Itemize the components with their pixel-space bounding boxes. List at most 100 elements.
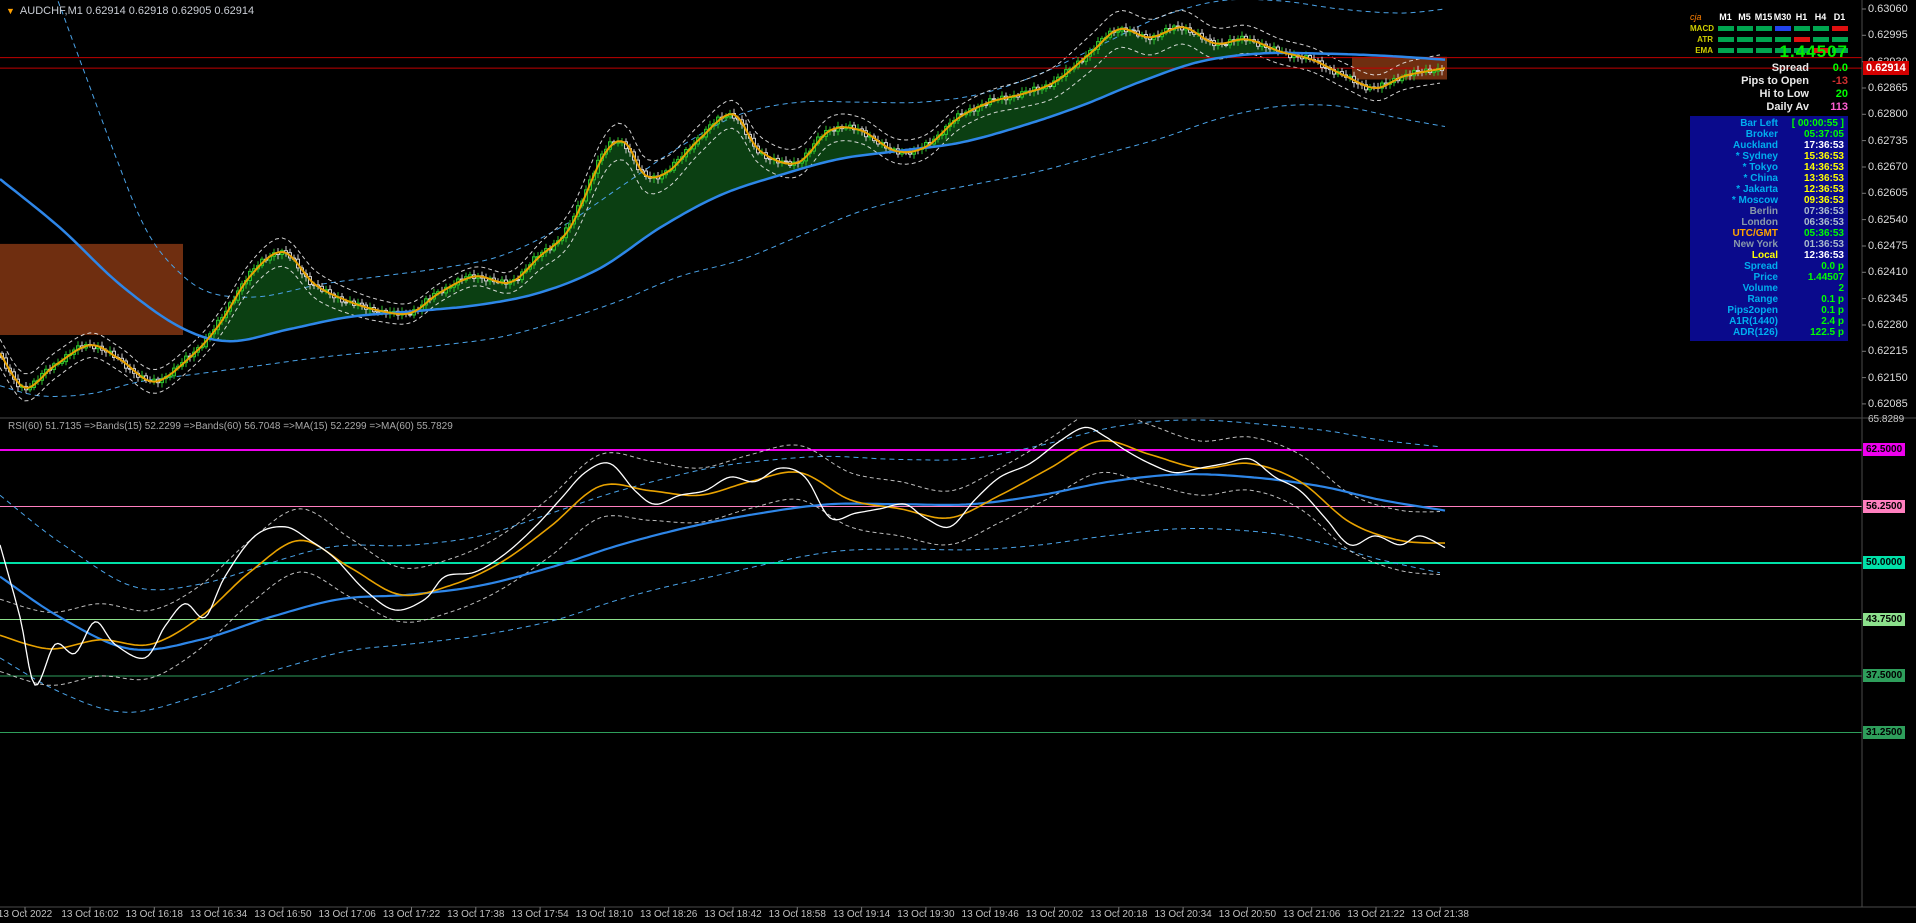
rsi-level-tag: 62.5000 [1863, 443, 1906, 456]
ma-cloud-fill [416, 114, 896, 312]
indicator-status-cell [1717, 26, 1734, 31]
clock-row-value: 01:36:53 [1803, 239, 1844, 250]
price-axis-label: 0.62995 [1868, 29, 1908, 42]
rsi-level-tag: 37.5000 [1863, 669, 1906, 682]
quote-row: Pips to Open -13 [1640, 74, 1848, 87]
rsi-ma15-line [0, 439, 1446, 650]
indicator-status-cell [1736, 37, 1753, 42]
quote-stats-panel: Spread 0.0 Pips to Open -13 Hi to Low 20 Daily… [1640, 61, 1848, 113]
indicator-status-cell [1831, 26, 1848, 31]
price-axis-label: 0.62670 [1868, 161, 1908, 173]
clock-row: Volume 2 [1692, 283, 1844, 294]
clock-row-label: Volume [1742, 283, 1778, 294]
rsi-level-tag: 31.2500 [1863, 726, 1906, 739]
clock-row-value: 12:36:53 [1803, 250, 1844, 261]
clock-row-label: * Jakarta [1736, 184, 1778, 195]
bollinger15-lower-band [0, 43, 1441, 402]
clock-row-label: Spread [1744, 261, 1778, 272]
timeframe-button-m5[interactable]: M5 [1738, 12, 1751, 22]
indicator-status-cell [1812, 48, 1829, 53]
timeframe-button-h1[interactable]: H1 [1795, 12, 1808, 22]
price-axis-label: 0.62345 [1868, 292, 1908, 305]
indicator-status-cell [1793, 48, 1810, 53]
clock-row: Range 0.1 p [1692, 294, 1844, 305]
slow-ma-line [0, 51, 1446, 343]
quote-row-label: Spread [1771, 61, 1809, 74]
clock-row: London 06:36:53 [1692, 217, 1844, 228]
price-axis-label: 0.62865 [1868, 82, 1908, 94]
time-axis-label: 13 Oct 21:06 [1283, 909, 1341, 920]
clock-row-value: 2 [1838, 283, 1844, 294]
clock-row: Price 1.44507 [1692, 272, 1844, 283]
tf-row-label-atr: ATR [1697, 35, 1713, 44]
clock-row-label: * Tokyo [1742, 162, 1778, 173]
clock-row: A1R(1440) 2.4 p [1692, 316, 1844, 327]
clock-row-label: Broker [1745, 129, 1778, 140]
timeframe-button-m1[interactable]: M1 [1719, 12, 1732, 22]
symbol-marker-icon: ▼ [6, 6, 15, 16]
rsi-indicator-label: RSI(60) 51.7135 =>Bands(15) 52.2299 =>Ba… [8, 421, 453, 432]
clock-row: Berlin 07:36:53 [1692, 206, 1844, 217]
time-axis-label: 13 Oct 16:18 [125, 909, 183, 920]
clock-row-value: 1.44507 [1807, 272, 1844, 283]
clock-row-value: 0.0 p [1821, 261, 1844, 272]
big-price-readout: 1.44507 [1779, 42, 1848, 61]
timeframe-button-m30[interactable]: M30 [1773, 12, 1792, 22]
clock-row-label: Auckland [1732, 140, 1778, 151]
tf-brand-label: cja [1690, 12, 1702, 22]
clock-row: ADR(126) 122.5 p [1692, 327, 1844, 338]
clock-row: * China 13:36:53 [1692, 173, 1844, 184]
clock-row: Pips2open 0.1 p [1692, 305, 1844, 316]
rsi-level-tag: 50.0000 [1863, 556, 1906, 569]
indicator-status-cell [1793, 26, 1810, 31]
time-axis-label: 13 Oct 19:46 [961, 909, 1019, 920]
quote-row: Spread 0.0 [1640, 61, 1848, 74]
clock-row-label: ADR(126) [1732, 327, 1778, 338]
indicator-status-cell [1812, 26, 1829, 31]
price-axis-label: 0.62605 [1868, 187, 1908, 200]
quote-row: Daily Av 113 [1640, 100, 1848, 113]
rsi-bands60-lower [0, 528, 1441, 713]
tf-row-label-macd: MACD [1690, 24, 1714, 33]
quote-row-value: 0.0 [1832, 61, 1848, 74]
clock-row-value: 06:36:53 [1803, 217, 1844, 228]
time-axis-label: 13 Oct 17:38 [447, 909, 505, 920]
clock-row-label: * Sydney [1735, 151, 1778, 162]
quote-row-value: 113 [1830, 100, 1848, 113]
time-axis-label: 13 Oct 2022 [0, 909, 53, 920]
clock-row-label: New York [1733, 239, 1778, 250]
rsi-line [0, 426, 1446, 686]
price-axis-label: 0.62215 [1868, 345, 1908, 358]
clock-row-label: Berlin [1749, 206, 1778, 217]
quote-row-value: -13 [1832, 74, 1848, 87]
indicator-status-cell [1812, 37, 1829, 42]
indicator-status-cell [1736, 26, 1753, 31]
clock-row-value: 15:36:53 [1803, 151, 1844, 162]
clock-row: Broker 05:37:05 [1692, 129, 1844, 140]
rsi-bands15-upper [0, 419, 1441, 613]
rsi-bands60-upper [0, 419, 1441, 591]
indicator-status-cell [1774, 37, 1791, 42]
timeframe-button-d1[interactable]: D1 [1833, 12, 1846, 22]
rsi-scale-max-label: 65.8289 [1868, 414, 1905, 425]
clock-row-value: [ 00:00:55 ] [1791, 118, 1844, 129]
clock-row-value: 0.1 p [1821, 305, 1844, 316]
timeframe-button-m15[interactable]: M15 [1754, 12, 1773, 22]
symbol-ohlc-values: 0.62914 0.62918 0.62905 0.62914 [85, 5, 255, 17]
indicator-status-cell [1717, 37, 1734, 42]
current-price-tag: 0.62914 [1863, 61, 1909, 75]
indicator-status-cell [1717, 48, 1734, 53]
time-axis-label: 13 Oct 17:54 [511, 909, 569, 920]
timeframe-button-h4[interactable]: H4 [1814, 12, 1827, 22]
clock-row-label: UTC/GMT [1732, 228, 1778, 239]
clock-row: Spread 0.0 p [1692, 261, 1844, 272]
indicator-status-cell [1755, 48, 1772, 53]
quote-row-label: Hi to Low [1759, 87, 1810, 100]
time-axis-label: 13 Oct 20:50 [1218, 909, 1277, 920]
clock-row: UTC/GMT 05:36:53 [1692, 228, 1844, 239]
rsi-ma60-line [0, 473, 1446, 651]
quote-row-label: Daily Av [1766, 100, 1809, 113]
rsi-panel-layer [0, 419, 1862, 733]
price-axis-label: 0.62540 [1868, 213, 1908, 226]
